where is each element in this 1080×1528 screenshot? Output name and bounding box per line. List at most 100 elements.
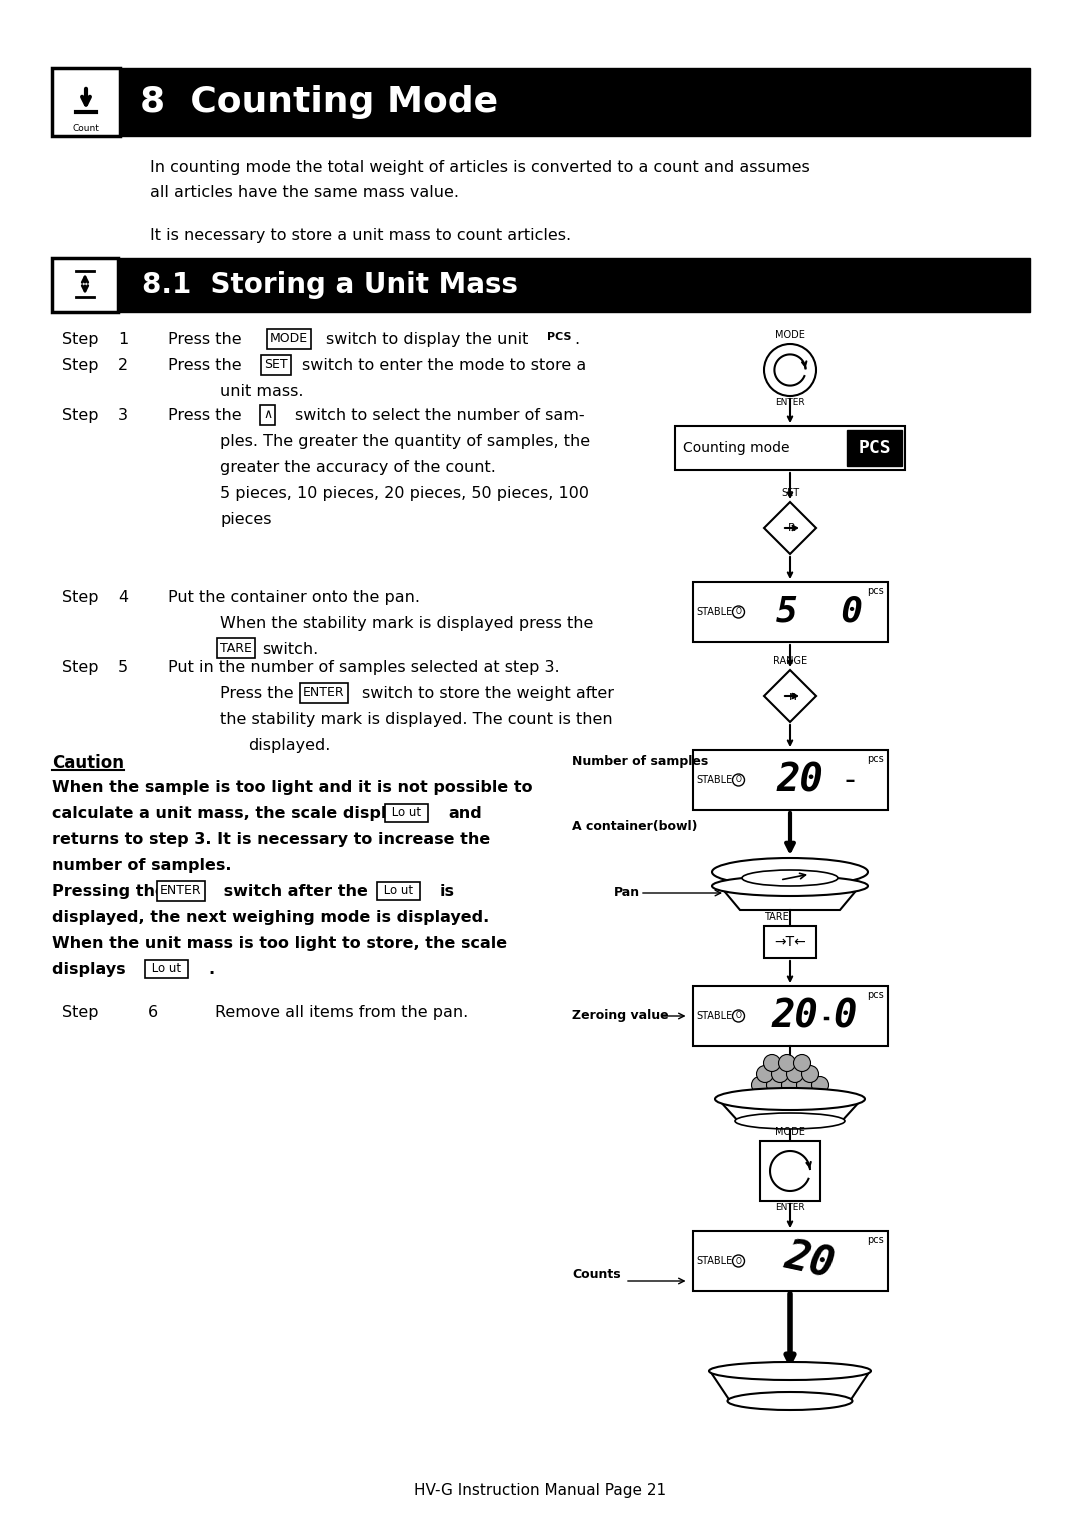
Circle shape — [797, 1077, 813, 1094]
Text: ENTER: ENTER — [160, 885, 202, 897]
Text: pcs: pcs — [867, 990, 883, 999]
Text: Zeroing value: Zeroing value — [572, 1010, 669, 1022]
Text: 5: 5 — [118, 660, 129, 675]
Text: Remove all items from the pan.: Remove all items from the pan. — [215, 1005, 469, 1021]
Text: 20: 20 — [771, 996, 819, 1034]
Bar — [52, 69, 120, 136]
Bar — [847, 429, 902, 466]
Circle shape — [779, 1054, 796, 1071]
Text: switch to display the unit: switch to display the unit — [326, 332, 539, 347]
Text: Lo ut: Lo ut — [388, 807, 424, 819]
Circle shape — [732, 607, 744, 617]
Text: .: . — [573, 332, 579, 347]
Text: ENTER: ENTER — [303, 686, 345, 700]
Text: 8  Counting Mode: 8 Counting Mode — [140, 86, 498, 119]
Text: 4: 4 — [118, 590, 129, 605]
Text: A container(bowl): A container(bowl) — [572, 821, 698, 833]
Circle shape — [752, 1077, 769, 1094]
Text: It is necessary to store a unit mass to count articles.: It is necessary to store a unit mass to … — [150, 228, 571, 243]
Circle shape — [732, 1254, 744, 1267]
Polygon shape — [720, 886, 860, 911]
Text: ples. The greater the quantity of samples, the: ples. The greater the quantity of sample… — [220, 434, 590, 449]
Text: STABLE: STABLE — [697, 1012, 732, 1021]
Text: Lo ut: Lo ut — [148, 963, 185, 975]
Text: greater the accuracy of the count.: greater the accuracy of the count. — [220, 460, 496, 475]
Circle shape — [786, 1065, 804, 1082]
Circle shape — [782, 1077, 798, 1094]
Text: returns to step 3. It is necessary to increase the: returns to step 3. It is necessary to in… — [52, 833, 490, 847]
Bar — [120, 69, 1030, 136]
Text: PCS: PCS — [546, 332, 571, 342]
Text: STABLE: STABLE — [697, 607, 732, 617]
Text: When the unit mass is too light to store, the scale: When the unit mass is too light to store… — [52, 937, 508, 950]
Text: switch to select the number of sam-: switch to select the number of sam- — [295, 408, 584, 423]
Text: 20: 20 — [777, 761, 823, 799]
Text: 20: 20 — [781, 1235, 839, 1287]
Circle shape — [732, 1010, 744, 1022]
Text: Counts: Counts — [572, 1268, 621, 1280]
Bar — [692, 582, 888, 642]
Text: ENTER: ENTER — [775, 1203, 805, 1212]
Text: SET: SET — [264, 359, 287, 371]
Text: Pan: Pan — [615, 886, 640, 900]
Text: the stability mark is displayed. The count is then: the stability mark is displayed. The cou… — [220, 712, 612, 727]
Text: Press the: Press the — [168, 358, 246, 373]
Text: switch.: switch. — [262, 642, 319, 657]
Circle shape — [764, 1054, 781, 1071]
Text: Press the: Press the — [220, 686, 299, 701]
Polygon shape — [710, 1371, 870, 1401]
Text: O: O — [735, 776, 742, 784]
Text: Lo ut: Lo ut — [380, 885, 417, 897]
Text: In counting mode the total weight of articles is converted to a count and assume: In counting mode the total weight of art… — [150, 160, 810, 176]
Text: .: . — [208, 963, 214, 976]
Text: Press the: Press the — [168, 408, 246, 423]
Text: ∧: ∧ — [264, 408, 272, 422]
Text: Step: Step — [62, 408, 98, 423]
Text: 2: 2 — [118, 358, 129, 373]
Circle shape — [756, 1065, 773, 1082]
Text: pcs: pcs — [867, 753, 883, 764]
Text: When the stability mark is displayed press the: When the stability mark is displayed pre… — [220, 616, 593, 631]
Text: displayed, the next weighing mode is displayed.: displayed, the next weighing mode is dis… — [52, 911, 489, 924]
Text: →T←: →T← — [774, 935, 806, 949]
Text: Step: Step — [62, 332, 98, 347]
Text: switch to store the weight after: switch to store the weight after — [362, 686, 615, 701]
Polygon shape — [718, 1099, 862, 1122]
Bar — [118, 258, 1030, 312]
Text: O: O — [735, 1256, 742, 1265]
Text: Counting mode: Counting mode — [683, 442, 789, 455]
Text: is: is — [440, 885, 455, 898]
Text: HV-G Instruction Manual Page 21: HV-G Instruction Manual Page 21 — [414, 1482, 666, 1497]
Ellipse shape — [712, 876, 868, 895]
Circle shape — [767, 1077, 783, 1094]
Circle shape — [771, 1065, 788, 1082]
Text: switch after the: switch after the — [218, 885, 374, 898]
Text: PCS: PCS — [859, 439, 891, 457]
Text: STABLE: STABLE — [697, 775, 732, 785]
Ellipse shape — [735, 1112, 845, 1129]
Text: n: n — [789, 689, 797, 703]
Bar — [675, 426, 905, 471]
Ellipse shape — [742, 869, 838, 886]
Bar — [692, 986, 888, 1047]
Text: MODE: MODE — [775, 1128, 805, 1137]
Text: 6: 6 — [148, 1005, 158, 1021]
Text: Put the container onto the pan.: Put the container onto the pan. — [168, 590, 420, 605]
Text: STABLE: STABLE — [697, 1256, 732, 1267]
Text: MODE: MODE — [270, 333, 308, 345]
Text: O: O — [735, 608, 742, 616]
Text: TARE: TARE — [220, 642, 252, 654]
Text: Press the: Press the — [168, 332, 246, 347]
Text: TARE: TARE — [764, 912, 788, 921]
Text: R: R — [788, 523, 796, 533]
Text: Step: Step — [62, 358, 98, 373]
Text: RANGE: RANGE — [773, 656, 807, 666]
Text: ENTER: ENTER — [775, 397, 805, 406]
Text: switch to enter the mode to store a: switch to enter the mode to store a — [302, 358, 586, 373]
Text: displays: displays — [52, 963, 132, 976]
Text: When the sample is too light and it is not possible to: When the sample is too light and it is n… — [52, 779, 532, 795]
Bar — [692, 1232, 888, 1291]
Ellipse shape — [708, 1361, 870, 1380]
Text: O: O — [735, 1012, 742, 1021]
Polygon shape — [764, 503, 816, 555]
